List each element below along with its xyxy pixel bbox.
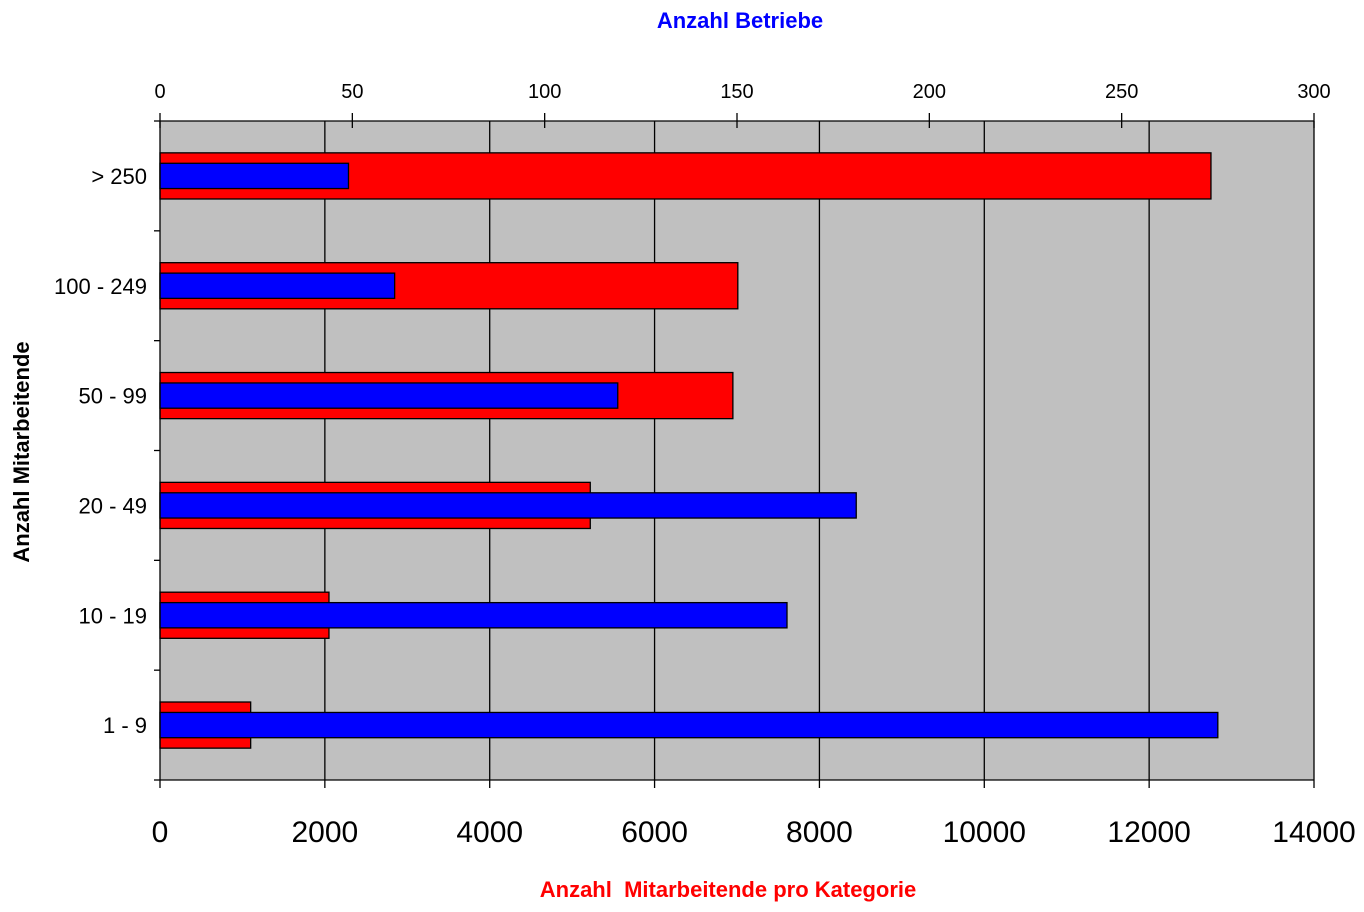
category-label: 50 - 99: [79, 384, 148, 409]
top-tick-label: 50: [341, 81, 363, 103]
bottom-tick-label: 8000: [786, 816, 853, 849]
top-tick-label: 200: [913, 81, 946, 103]
category-label: 20 - 49: [79, 493, 148, 518]
tick-labels: 0 2000 4000 6000 8000 10000 12000 14000 0 50 100 15…: [54, 81, 1356, 849]
bottom-tick-label: 10000: [943, 816, 1026, 849]
top-tick-label: 300: [1297, 81, 1330, 103]
bar-top-series: [159, 162, 350, 190]
bar-top-series: [159, 711, 1219, 739]
plot-area: [160, 121, 1314, 780]
top-axis-title: Anzahl Betriebe: [657, 8, 823, 33]
top-tick-label: 250: [1105, 81, 1138, 103]
bar-top-series: [159, 492, 857, 519]
top-tick-label: 0: [154, 81, 165, 103]
bottom-tick-label: 6000: [621, 816, 688, 849]
category-label: 10 - 19: [79, 603, 148, 628]
series-top-bars: [159, 162, 1219, 739]
axes: [154, 113, 1315, 788]
bar-top-series: [159, 382, 619, 409]
top-tick-label: 100: [528, 81, 561, 103]
y-axis-title: Anzahl Mitarbeitende: [9, 341, 34, 562]
bottom-tick-label: 14000: [1272, 816, 1355, 849]
bottom-tick-label: 4000: [456, 816, 523, 849]
bottom-tick-label: 0: [152, 816, 169, 849]
gridlines: [324, 121, 1315, 780]
category-label: 100 - 249: [54, 274, 147, 299]
bottom-tick-label: 2000: [291, 816, 358, 849]
top-tick-label: 150: [720, 81, 753, 103]
bar-top-series: [159, 601, 788, 629]
bottom-tick-label: 12000: [1107, 816, 1190, 849]
bar-top-series: [159, 272, 396, 300]
category-label: > 250: [91, 164, 147, 189]
category-label: 1 - 9: [103, 713, 147, 738]
bottom-axis-title: Anzahl Mitarbeitende pro Kategorie: [540, 877, 917, 902]
